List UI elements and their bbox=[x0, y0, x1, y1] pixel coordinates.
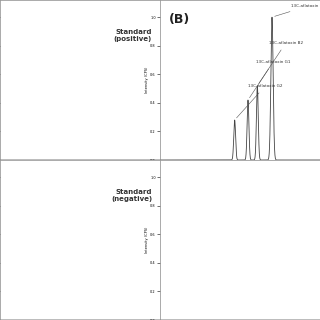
Text: 13C-aflatoxin B2: 13C-aflatoxin B2 bbox=[259, 41, 303, 84]
X-axis label: Time (min): Time (min) bbox=[230, 170, 250, 173]
Text: Standard
(negative): Standard (negative) bbox=[111, 189, 152, 202]
Text: 13C-aflatoxin G2: 13C-aflatoxin G2 bbox=[236, 84, 283, 118]
Y-axis label: Intensity (CPS): Intensity (CPS) bbox=[145, 227, 149, 253]
Text: 13C-aflatoxin G1: 13C-aflatoxin G1 bbox=[250, 60, 290, 98]
X-axis label: Time (min): Time (min) bbox=[70, 170, 90, 173]
Text: Standard
(positive): Standard (positive) bbox=[114, 29, 152, 42]
Text: (B): (B) bbox=[169, 13, 190, 26]
Text: 13C-aflatoxin B1: 13C-aflatoxin B1 bbox=[275, 4, 320, 16]
Y-axis label: Intensity (CPS): Intensity (CPS) bbox=[145, 67, 149, 93]
